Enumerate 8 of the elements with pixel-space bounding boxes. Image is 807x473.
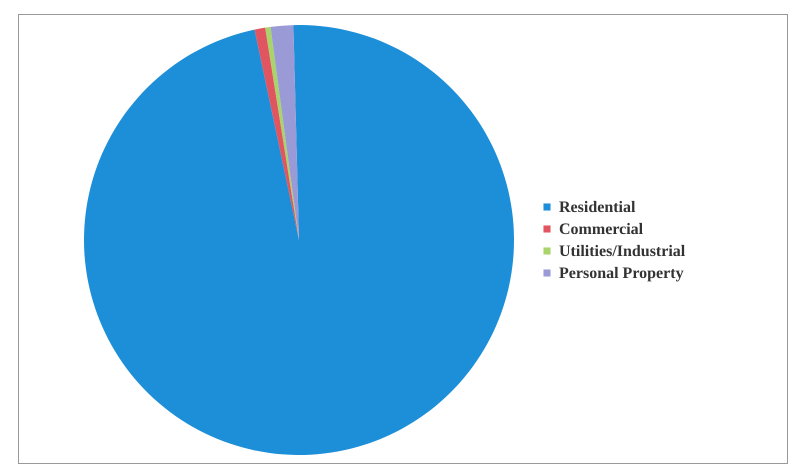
legend-label: Residential (559, 199, 636, 216)
legend-label: Utilities/Industrial (559, 243, 686, 260)
pie-slice (254, 28, 299, 240)
pie-slice (84, 25, 514, 455)
pie-slice (270, 25, 299, 240)
pie-slice (265, 26, 299, 240)
legend-label: Commercial (559, 221, 644, 238)
legend-label: Personal Property (559, 265, 684, 282)
